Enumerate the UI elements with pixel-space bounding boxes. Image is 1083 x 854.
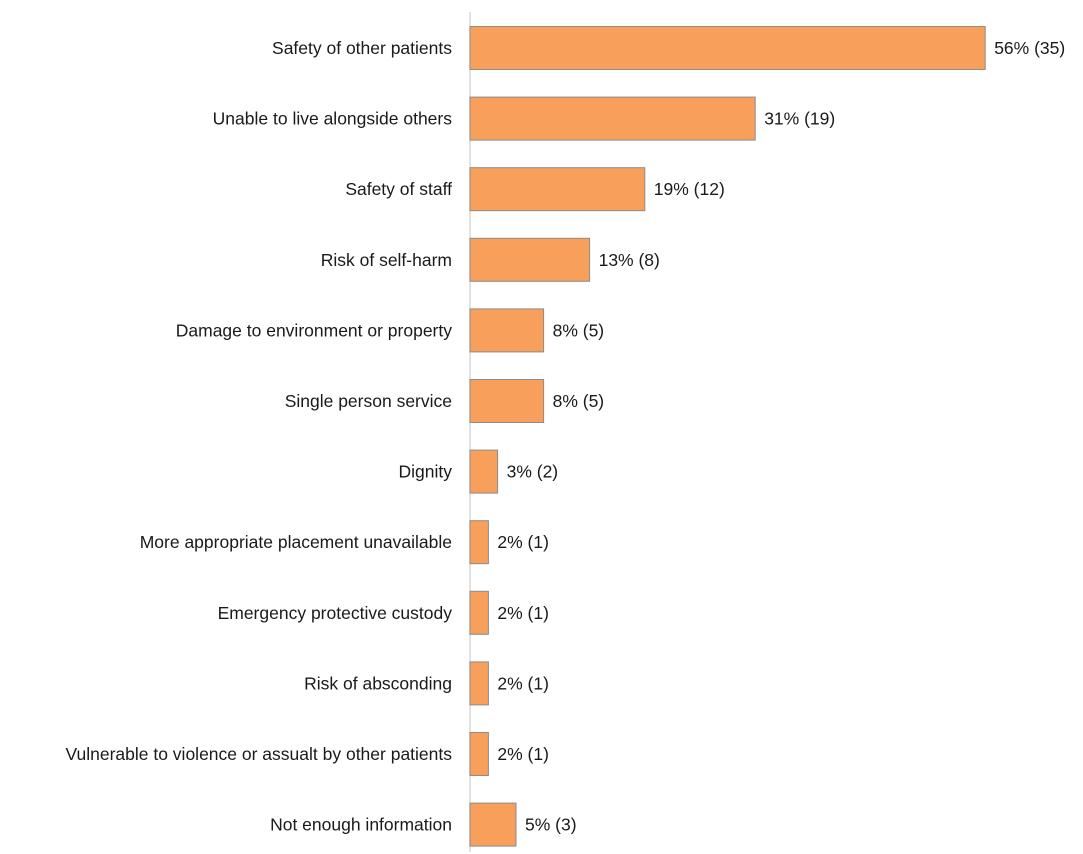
data-label: 2% (1) [497, 673, 549, 693]
category-label: Vulnerable to violence or assualt by oth… [65, 744, 452, 764]
bar [469, 167, 646, 212]
category-label: Not enough information [270, 815, 452, 835]
bar [469, 379, 545, 423]
category-label: Risk of self-harm [321, 250, 452, 270]
category-label: More appropriate placement unavailable [140, 532, 452, 552]
category-label: Single person service [285, 391, 452, 411]
data-label: 31% (19) [764, 109, 835, 129]
data-labels-group: 56% (35) 31% (19) 19% (12) 13% (8) 8% (5) 8% … [497, 38, 1065, 835]
bar [469, 96, 756, 141]
bar [469, 802, 517, 847]
bar [469, 237, 591, 282]
data-label: 13% (8) [599, 250, 660, 270]
category-label: Safety of staff [345, 179, 452, 199]
data-label: 56% (35) [994, 38, 1065, 58]
category-label: Safety of other patients [272, 38, 452, 58]
category-labels-group: Safety of other patients Unable to live a… [65, 38, 452, 835]
category-label: Dignity [399, 462, 453, 482]
bar [469, 661, 489, 706]
category-label: Damage to environment or property [176, 320, 452, 340]
data-label: 3% (2) [507, 462, 559, 482]
bar [469, 590, 489, 635]
data-label: 19% (12) [654, 179, 725, 199]
data-label: 2% (1) [497, 744, 549, 764]
category-label: Emergency protective custody [218, 603, 453, 623]
bars-group [469, 26, 986, 847]
data-label: 8% (5) [553, 391, 605, 411]
bar [469, 308, 545, 353]
data-label: 5% (3) [525, 815, 577, 835]
bar [469, 26, 986, 70]
bar [469, 732, 489, 776]
bar [469, 449, 499, 494]
data-label: 8% (5) [553, 320, 605, 340]
category-label: Risk of absconding [304, 673, 452, 693]
data-label: 2% (1) [497, 532, 549, 552]
category-label: Unable to live alongside others [213, 109, 453, 129]
bar [469, 520, 489, 565]
data-label: 2% (1) [497, 603, 549, 623]
